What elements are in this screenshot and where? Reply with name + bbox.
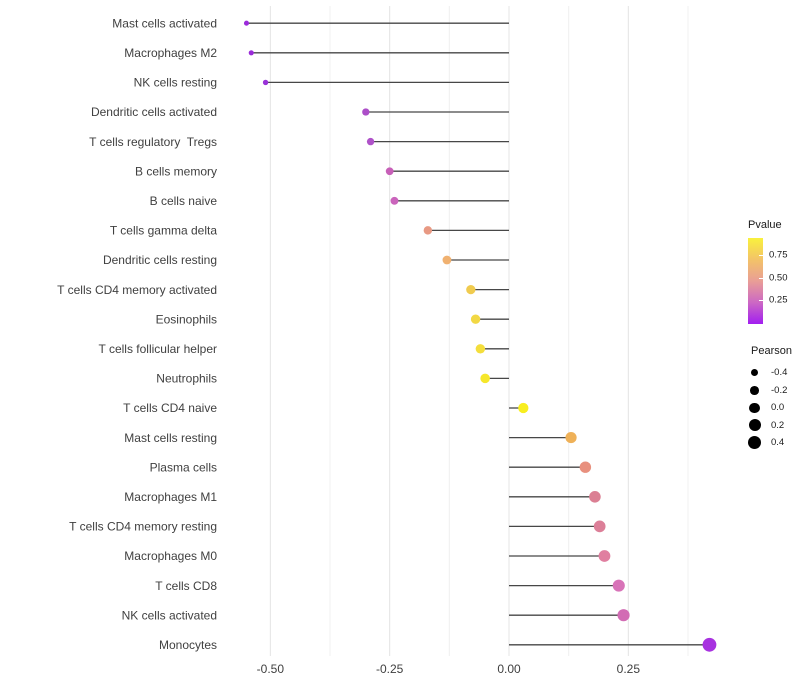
pearson-legend-label: -0.4 [771,367,788,379]
y-axis-label: Mast cells resting [124,431,217,445]
pvalue-legend-label: 0.75 [769,249,788,261]
lollipop-point [366,137,375,146]
x-axis-tick-label: -0.25 [376,662,404,676]
lollipop-point [518,402,529,414]
pearson-legend-dot-cell [747,436,762,450]
lollipop-point [466,284,476,295]
y-axis-label: Mast cells activated [112,16,217,30]
x-axis-tick-label: 0.00 [497,662,521,676]
y-axis-label: Monocytes [159,638,217,652]
y-axis-label: T cells gamma delta [110,224,217,238]
y-axis-label: Eosinophils [156,312,217,326]
pearson-legend-title: Pearson [751,345,792,357]
lollipop-point [423,226,433,235]
lollipop-point [617,609,630,622]
pvalue-gradient-bar [748,238,763,324]
pearson-legend-entry: 0.2 [733,417,800,435]
pearson-legend-entry: -0.4 [733,364,800,382]
pvalue-legend-title: Pvalue [748,219,782,231]
y-axis-label: T cells CD4 memory activated [57,283,217,297]
lollipop-point [362,108,370,116]
pearson-legend-rows: -0.4 -0.2 0.0 0.2 0.4 [733,364,800,452]
pearson-legend-label: -0.2 [771,384,788,396]
pvalue-gradient-tick [759,300,763,301]
y-axis-label: Macrophages M0 [124,549,217,563]
lollipop-point [593,520,606,533]
pvalue-gradient-wrap: 0.75 0.50 0.25 [748,238,800,324]
y-axis-label: Macrophages M2 [124,46,217,60]
y-axis-label: T cells CD4 naive [123,401,217,415]
y-axis-label: B cells memory [135,164,217,178]
pvalue-gradient-tick [759,255,763,256]
lollipop-point [702,637,717,652]
pearson-legend-dot-cell [747,369,762,377]
y-axis-label: Dendritic cells resting [103,253,217,267]
y-axis-label: Neutrophils [156,372,217,386]
y-axis-label: NK cells resting [134,76,217,90]
lollipop-point [390,196,399,205]
y-axis-label: B cells naive [150,194,218,208]
pvalue-legend-label: 0.25 [769,294,788,306]
pearson-legend-label: 0.0 [771,402,785,414]
lollipop-point [579,461,592,473]
pvalue-color-legend: Pvalue 0.75 0.50 0.25 [733,219,800,324]
y-axis-label: T cells CD8 [155,579,217,593]
y-axis-label: NK cells activated [122,608,217,622]
lollipop-point [470,314,481,324]
lollipop-point [248,50,254,56]
lollipop-point [475,344,486,354]
pearson-legend-entry: 0.0 [733,399,800,417]
pearson-legend-entry: -0.2 [733,382,800,400]
y-axis-label: Dendritic cells activated [91,105,217,119]
lollipop-point [612,579,625,592]
lollipop-point [598,550,611,562]
pearson-legend-dot-cell [747,385,762,395]
pearson-legend-dot [749,402,760,413]
lollipop-point [589,490,601,503]
lollipop-point [442,255,452,265]
y-axis-label: T cells follicular helper [99,342,218,356]
x-axis-tick-label: 0.25 [617,662,641,676]
y-axis-label: Plasma cells [150,460,217,474]
pearson-legend-dot [750,369,759,377]
pearson-legend-dot [747,436,762,450]
lollipop-point [480,373,490,384]
lollipop-point [243,20,250,26]
pvalue-legend-label: 0.50 [769,272,788,284]
y-axis-label: T cells regulatory Tregs [89,135,217,149]
pearson-legend-dot-cell [747,419,762,432]
lollipop-point [262,79,269,86]
y-axis-label: T cells CD4 memory resting [69,520,217,534]
x-axis-tick-label: -0.50 [257,662,285,676]
y-axis-label: Macrophages M1 [124,490,217,504]
pearson-size-legend: Pearson -0.4 -0.2 0.0 0.2 0.4 [733,345,800,452]
pvalue-gradient-tick [759,278,763,279]
lollipop-point [565,432,577,444]
pearson-legend-label: 0.4 [771,437,785,449]
pearson-legend-dot [748,419,761,432]
lollipop-point [385,167,394,176]
pearson-legend-dot [750,385,759,395]
pearson-legend-entry: 0.4 [733,434,800,452]
pearson-legend-label: 0.2 [771,419,785,431]
pearson-legend-dot-cell [747,402,762,413]
